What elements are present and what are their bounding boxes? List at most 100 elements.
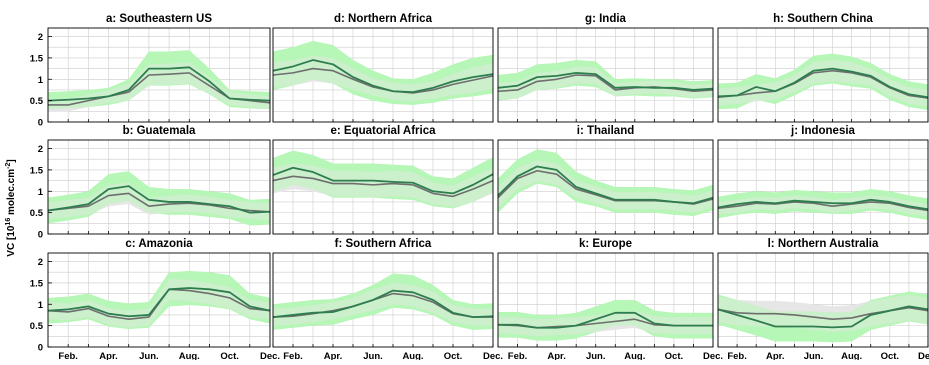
x-tick-label: Jun. [804,351,824,360]
panel: b: Guatemala 0 0.5 1 1.5 2 [30,125,271,241]
x-tick-label: Feb. [58,351,78,360]
y-tick-label: 2 [38,257,43,268]
obs-series-line [497,74,714,93]
x-tick-label: Jun. [586,351,606,360]
model-series-line [717,67,929,99]
panel-frame [497,139,714,235]
model-band-overlay [718,53,928,111]
panel-frame [47,252,271,348]
panel: h: Southern China [717,13,929,123]
panel-title: d: Northern Africa [334,13,433,25]
panel-title: g: India [585,13,626,25]
panel-frame [497,252,714,348]
x-tick-label: Feb. [283,351,303,360]
panel-frame [47,139,271,235]
model-band-overlay [48,270,270,330]
x-tick-label: Dec. [918,351,929,360]
y-tick-label: 2 [38,32,43,43]
model-band-overlay [48,171,270,226]
panel-frame [272,27,494,123]
x-tick-label: Dec. [483,351,503,360]
x-tick-label: Aug. [402,351,423,360]
x-tick-label: Feb. [508,351,528,360]
panel: j: Indonesia [717,125,929,235]
panel-frame [717,27,929,123]
panel-title: f: Southern Africa [335,238,432,250]
y-tick-label: 0 [38,343,43,354]
model-band-overlay [273,273,493,330]
x-tick-label: Apr. [547,351,565,360]
x-tick-label: Apr. [766,351,784,360]
model-series-line [717,198,929,211]
y-tick-label: 1.5 [30,53,44,64]
panel: e: Equatorial Africa [272,125,494,235]
y-tick-label: 1.5 [30,278,44,289]
model-series-line [717,305,929,329]
model-series-line [47,66,271,102]
y-tick-label: 1 [38,187,44,198]
y-tick-label: 1.5 [30,165,44,176]
panel: k: Europe Feb. Apr. Jun. Aug. Oct. Dec. [497,238,723,362]
x-tick-label: Feb. [727,351,747,360]
y-tick-label: 2 [38,144,43,155]
y-tick-label: 0.5 [30,96,44,107]
x-tick-label: Dec. [703,351,723,360]
model-series-line [272,59,494,93]
panel-title: e: Equatorial Africa [330,125,436,137]
panel-frame [47,27,271,123]
x-tick-label: Aug. [179,351,200,360]
model-band-overlay [498,300,713,341]
panel-title: k: Europe [579,238,632,250]
panel-frame [272,252,494,348]
panel: f: Southern Africa Feb. Apr. Jun. Aug. Oct. De… [272,238,503,362]
y-axis-label: VC [1016 molec.cm-2] [5,159,17,256]
panels-layer: a: Southeastern US 0 0.5 1 1.5 2 d: Northern A… [30,13,929,362]
panel: a: Southeastern US 0 0.5 1 1.5 2 [30,13,271,129]
model-series-line [47,185,271,214]
obs-series-line [272,175,494,198]
panel-frame [717,252,929,348]
x-tick-label: Aug. [624,351,645,360]
panel: l: Northern Australia Feb. Apr. Jun. Aug. Oct… [717,238,929,362]
x-tick-label: Aug. [841,351,862,360]
model-band-overlay [498,149,713,217]
x-tick-label: Jun. [363,351,383,360]
panel: d: Northern Africa [272,13,494,123]
x-tick-label: Dec. [260,351,280,360]
panel-title: l: Northern Australia [768,238,879,250]
y-tick-label: 0 [38,230,43,241]
x-tick-label: Apr. [99,351,117,360]
x-tick-label: Apr. [324,351,342,360]
y-tick-label: 0.5 [30,208,44,219]
panel-title: c: Amazonia [125,238,193,250]
panel-frame [272,139,494,235]
x-tick-label: Jun. [139,351,159,360]
model-series-line [47,287,271,318]
y-tick-label: 0.5 [30,321,44,332]
model-band-overlay [48,50,270,110]
panel-title: b: Guatemala [123,125,196,137]
model-series-line [498,311,713,329]
panel-title: h: Southern China [773,13,873,25]
panel: i: Thailand [497,125,714,235]
panel-title: a: Southeastern US [106,13,212,25]
x-tick-label: Oct. [665,351,683,360]
panel-title: i: Thailand [577,125,635,137]
y-tick-label: 0 [38,118,43,129]
model-band-overlay [273,40,493,105]
panel-title: j: Indonesia [790,125,856,137]
x-tick-label: Oct. [220,351,238,360]
y-tick-label: 1 [38,75,44,86]
y-tick-label: 1 [38,300,44,311]
panel: c: Amazonia 0 0.5 1 1.5 2 Feb. Apr. Jun. Aug. Oct.… [30,238,280,362]
panel-frame [717,139,929,235]
model-series-line [497,71,714,91]
model-band-overlay [718,291,928,343]
x-tick-label: Oct. [881,351,899,360]
obs-series-line [47,192,271,213]
panel: g: India [497,13,714,123]
model-series-line [272,289,494,318]
model-series-line [497,165,714,205]
model-series-line [272,166,494,195]
